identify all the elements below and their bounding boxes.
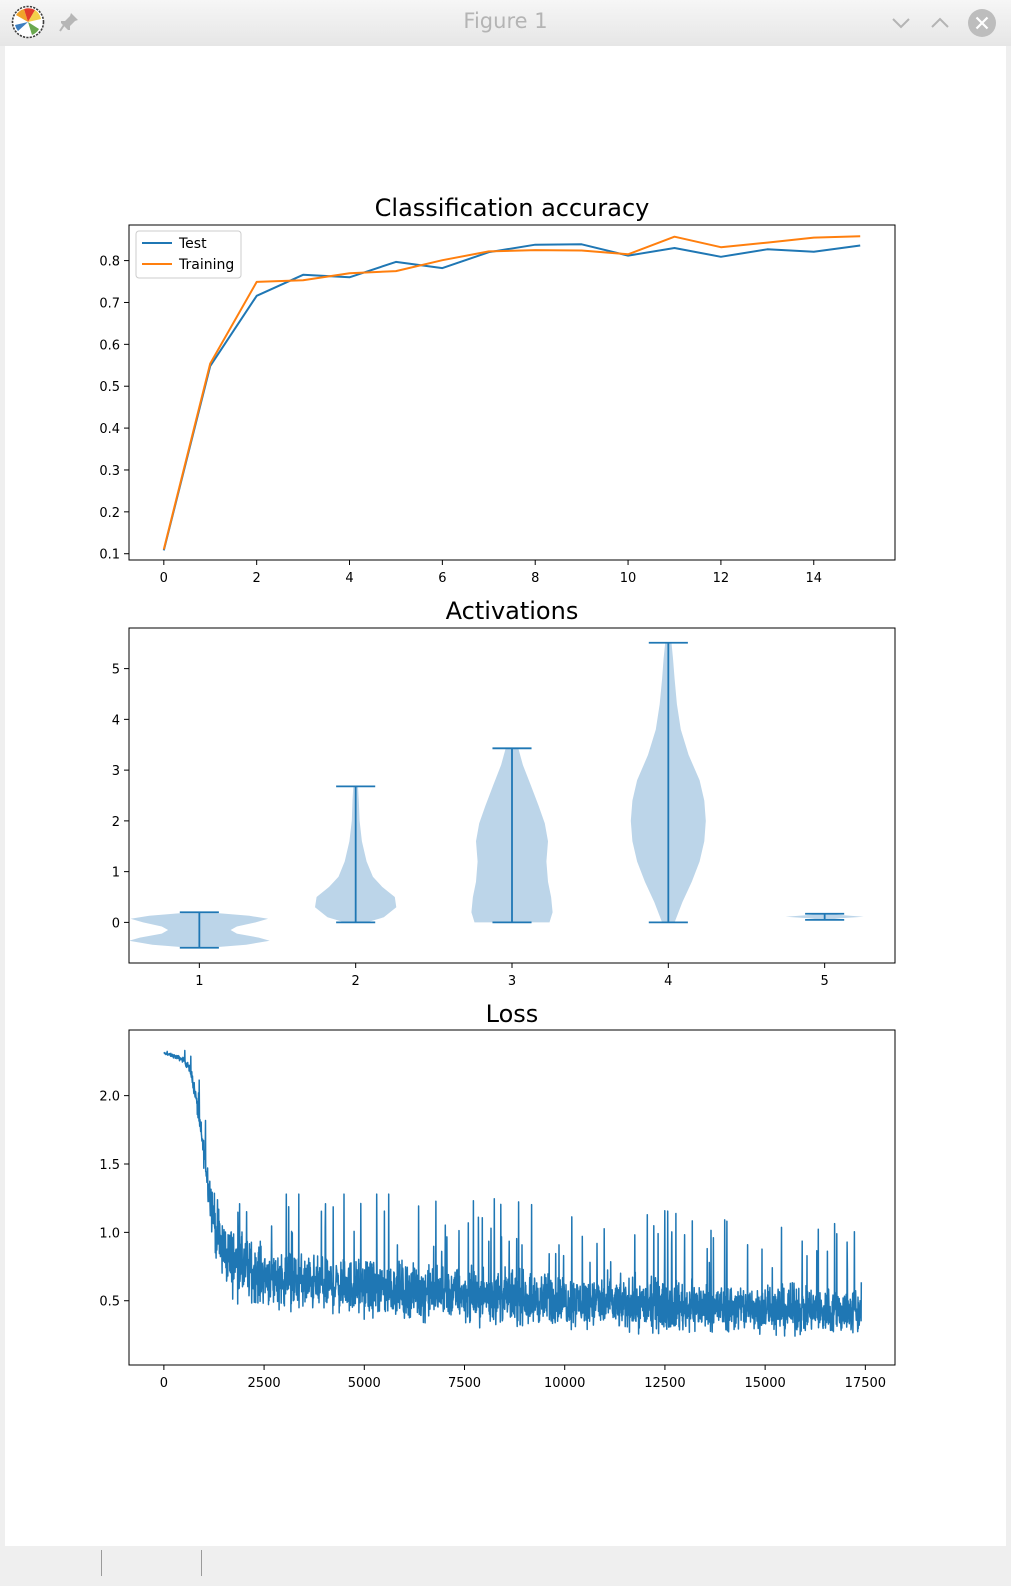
y-tick-label: 5 [112, 663, 120, 678]
x-tick-label: 8 [531, 571, 539, 586]
x-tick-label: 2 [352, 974, 360, 989]
accuracy-legend: Test Training [135, 230, 242, 279]
y-tick-label: 2 [112, 815, 120, 830]
status-bar [0, 1546, 1011, 1586]
accuracy-ticks: 0 2 4 6 8 10 12 14 0.1 0.2 0.3 0.4 0.5 0.6 0.7 0.8 [99, 255, 822, 586]
x-tick-label: 5000 [348, 1376, 381, 1391]
legend-label-training: Training [178, 257, 234, 273]
x-tick-label: 1 [195, 974, 203, 989]
loss-lines [163, 1049, 863, 1337]
y-tick-label: 1.0 [99, 1226, 120, 1241]
y-tick-label: 0.8 [99, 255, 120, 270]
accuracy-axes: Classification accuracy 0 2 4 6 8 10 12 14 0.1 0.… [99, 194, 896, 586]
activations-axes: Activations 1 2 3 4 5 0 1 2 3 4 5 [112, 597, 896, 989]
x-tick-label: 17500 [845, 1376, 886, 1391]
x-tick-label: 2500 [248, 1376, 281, 1391]
y-tick-label: 0.1 [99, 548, 120, 563]
loss-title: Loss [486, 1000, 539, 1028]
y-tick-label: 2.0 [99, 1090, 120, 1105]
close-icon[interactable] [967, 8, 997, 38]
x-tick-label: 0 [160, 571, 168, 586]
y-tick-label: 0.6 [99, 338, 120, 353]
status-separator [201, 1550, 202, 1576]
series-line-test [162, 243, 861, 551]
x-tick-label: 12 [713, 571, 730, 586]
y-tick-label: 4 [112, 713, 120, 728]
matplotlib-logo-icon [11, 5, 45, 39]
y-tick-label: 0.4 [99, 422, 120, 437]
x-tick-label: 3 [508, 974, 516, 989]
accuracy-lines [162, 235, 861, 551]
activations-ticks: 1 2 3 4 5 0 1 2 3 4 5 [112, 663, 829, 989]
status-separator [101, 1550, 102, 1576]
x-tick-label: 4 [664, 974, 672, 989]
y-tick-label: 1.5 [99, 1158, 120, 1173]
series-line-training [162, 235, 861, 550]
x-tick-label: 6 [438, 571, 446, 586]
window-titlebar: Figure 1 [0, 0, 1011, 46]
y-tick-label: 0.2 [99, 506, 120, 521]
accuracy-title: Classification accuracy [375, 194, 650, 222]
x-tick-label: 7500 [448, 1376, 481, 1391]
maximize-icon[interactable] [925, 8, 955, 38]
loss-ticks: 0 2500 5000 7500 10000 12500 15000 17500 0.5 1.0 1… [99, 1090, 886, 1391]
loss-axes: Loss 0 2500 5000 7500 10000 12500 15000 17500 0.… [99, 1000, 896, 1391]
legend-label-test: Test [178, 236, 207, 252]
x-tick-label: 15000 [744, 1376, 785, 1391]
activations-title: Activations [446, 597, 579, 625]
loss-line [163, 1049, 863, 1337]
minimize-icon[interactable] [886, 8, 916, 38]
window-title: Figure 1 [463, 9, 548, 33]
x-tick-label: 10 [620, 571, 637, 586]
x-tick-label: 5 [821, 974, 829, 989]
y-tick-label: 1 [112, 866, 120, 881]
x-tick-label: 2 [253, 571, 261, 586]
accuracy-frame [128, 224, 896, 561]
x-tick-label: 12500 [644, 1376, 685, 1391]
pin-icon[interactable] [58, 11, 80, 33]
figure-canvas[interactable]: Classification accuracy 0 2 4 6 8 10 12 14 0.1 0.… [5, 46, 1006, 1546]
y-tick-label: 0.3 [99, 464, 120, 479]
y-tick-label: 0 [112, 916, 120, 931]
activations-violins [129, 641, 864, 949]
x-tick-label: 0 [160, 1376, 168, 1391]
x-tick-label: 10000 [544, 1376, 585, 1391]
x-tick-label: 4 [345, 571, 353, 586]
figure-svg: Classification accuracy 0 2 4 6 8 10 12 140.10.… [99, 194, 896, 1391]
y-tick-label: 0.5 [99, 1295, 120, 1310]
y-tick-label: 0.7 [99, 296, 120, 311]
x-tick-label: 14 [805, 571, 822, 586]
y-tick-label: 0.5 [99, 380, 120, 395]
y-tick-label: 3 [112, 764, 120, 779]
